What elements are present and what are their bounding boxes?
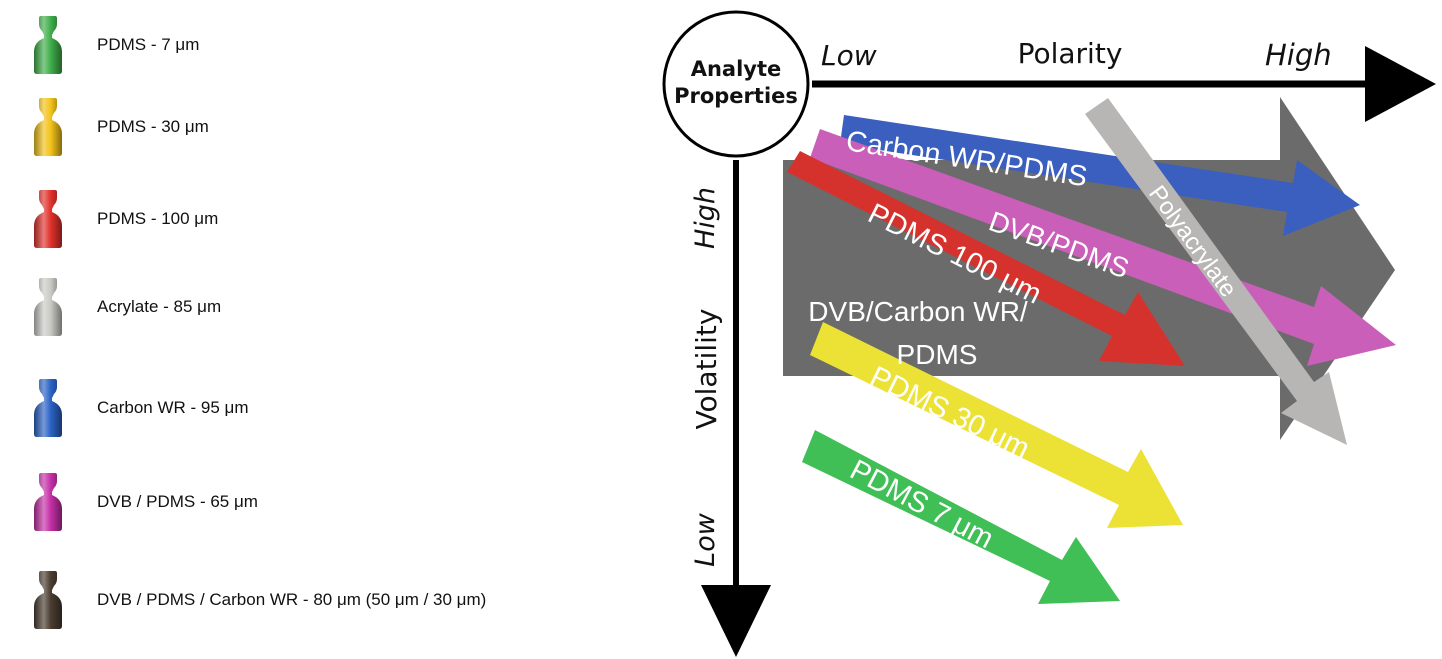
- fiber-vial-icon-green: [34, 16, 62, 74]
- legend-label: Carbon WR - 95 μm: [97, 398, 249, 417]
- fiber-vial-icon-brown: [34, 571, 62, 629]
- analyte-properties-circle: [662, 10, 810, 158]
- fiber-vial-icon-silver: [34, 278, 62, 336]
- legend-item-acrylate-85: Acrylate - 85 μm: [30, 277, 590, 337]
- fiber-vial-icon-magenta: [34, 473, 62, 531]
- fiber-vial-body: [34, 190, 62, 248]
- arrow-pdms-7: [802, 430, 1120, 604]
- legend-item-pdms-7: PDMS - 7 μm: [30, 15, 590, 75]
- polarity-axis-arrowhead: [1365, 46, 1436, 122]
- fiber-vial-body: [34, 571, 62, 629]
- fiber-vial-body: [34, 278, 62, 336]
- label-pdms-7: PDMS 7 μm: [845, 454, 999, 555]
- fiber-vial-body: [34, 98, 62, 156]
- legend-label: DVB / PDMS / Carbon WR - 80 μm (50 μm / …: [97, 590, 487, 609]
- fiber-vial-icon-yellow: [34, 98, 62, 156]
- fiber-legend: PDMS - 7 μm PDMS - 30 μm PDMS - 100 μm A…: [0, 0, 600, 659]
- legend-label: PDMS - 7 μm: [97, 35, 200, 54]
- fiber-vial-icon-blue: [34, 379, 62, 437]
- label-dvb-carbon-wr-pdms-line2: PDMS: [897, 339, 978, 370]
- legend-label: DVB / PDMS - 65 μm: [97, 492, 258, 511]
- legend-item-pdms-100: PDMS - 100 μm: [30, 189, 590, 249]
- arrow-pdms-100: [787, 151, 1185, 366]
- polarity-high-label: High: [1265, 38, 1332, 72]
- polarity-low-label: Low: [821, 39, 877, 72]
- legend-item-pdms-30: PDMS - 30 μm: [30, 97, 590, 157]
- fiber-vial-icon-red: [34, 190, 62, 248]
- legend-item-dvb-pdms-65: DVB / PDMS - 65 μm: [30, 472, 590, 532]
- legend-label: Acrylate - 85 μm: [97, 297, 222, 316]
- arrow-pdms-30: [810, 322, 1183, 528]
- volatility-high-label: High: [690, 187, 721, 249]
- fiber-vial-body: [34, 379, 62, 437]
- analyte-properties-diagram: Carbon WR/PDMS DVB/PDMS PDMS 100 μm Poly…: [662, 10, 1436, 657]
- label-pdms-30: PDMS 30 μm: [865, 361, 1035, 466]
- volatility-title: Volatility: [690, 309, 723, 430]
- arrow-polyacrylate: [1085, 98, 1347, 445]
- fiber-vial-body: [34, 473, 62, 531]
- polarity-title: Polarity: [1018, 37, 1123, 70]
- fiber-vial-body: [34, 16, 62, 74]
- volatility-low-label: Low: [690, 512, 721, 567]
- legend-label: PDMS - 30 μm: [97, 117, 209, 136]
- analyte-properties-line1: Analyte: [691, 57, 782, 81]
- label-dvb-carbon-wr-pdms-line1: DVB/Carbon WR/: [808, 296, 1028, 327]
- legend-item-dvb-pdms-carbon-wr-80: DVB / PDMS / Carbon WR - 80 μm (50 μm / …: [30, 570, 590, 630]
- volatility-axis-arrowhead: [701, 585, 771, 657]
- analyte-properties-line2: Properties: [674, 84, 798, 108]
- arrow-carbon-wr-pdms: [840, 115, 1360, 236]
- legend-item-carbon-wr-95: Carbon WR - 95 μm: [30, 378, 590, 438]
- legend-label: PDMS - 100 μm: [97, 209, 219, 228]
